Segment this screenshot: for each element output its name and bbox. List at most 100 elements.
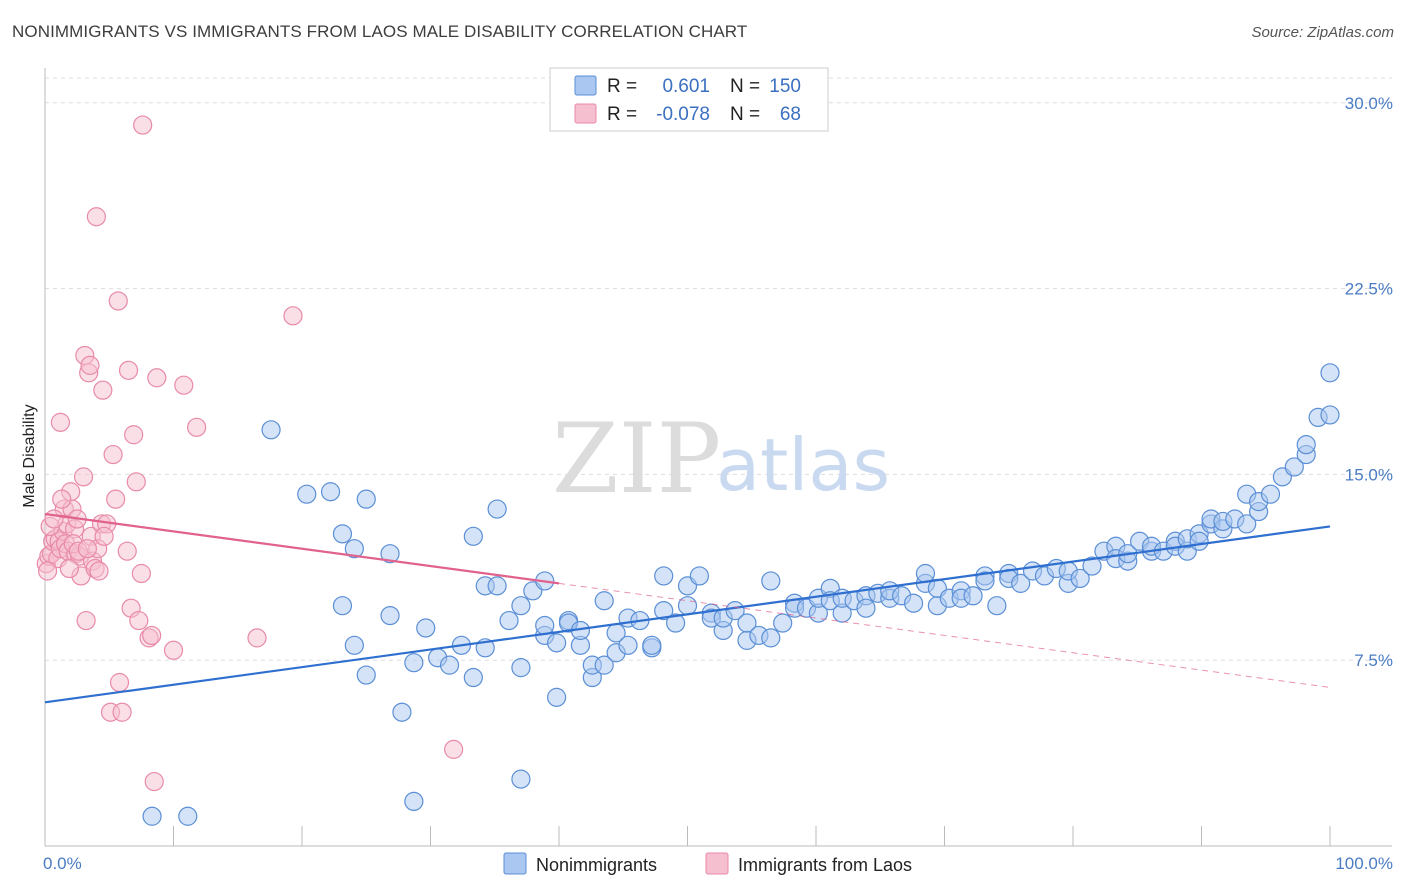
point-nonimmigrants [856,598,876,618]
bottom-legend-swatch-immigrants-from-laos [705,852,729,875]
point-nonimmigrants [344,539,364,559]
point-immigrants-from-laos [109,672,130,693]
point-immigrants-from-laos [444,739,464,759]
point-nonimmigrants [356,489,376,509]
point-immigrants-from-laos [94,526,114,546]
point-nonimmigrants [511,769,531,789]
watermark-atlas: atlas [716,423,890,507]
point-nonimmigrants [987,596,1007,616]
trend-lines [44,512,1331,704]
point-nonimmigrants [1260,484,1281,504]
point-immigrants-from-laos [73,467,94,487]
point-nonimmigrants [666,613,686,633]
point-immigrants-from-laos [247,628,267,648]
point-nonimmigrants [1082,556,1102,576]
point-immigrants-from-laos [86,207,107,227]
point-immigrants-from-laos [93,380,113,400]
point-nonimmigrants [1296,435,1316,455]
point-immigrants-from-laos [80,355,100,375]
point-nonimmigrants [297,484,317,504]
point-immigrants-from-laos [76,610,96,631]
point-nonimmigrants [1320,363,1340,383]
y-tick-label: 7.5% [1354,651,1393,670]
point-nonimmigrants [761,628,781,648]
point-immigrants-from-laos [144,771,164,792]
point-nonimmigrants [1320,405,1340,425]
point-immigrants-from-laos [117,541,137,561]
point-immigrants-from-laos [106,489,126,509]
legend-r-label: R = [607,76,637,97]
point-immigrants-from-laos [187,417,207,437]
axes [44,68,1392,847]
point-nonimmigrants [642,635,662,655]
point-nonimmigrants [963,586,983,606]
source-label: Source: ZipAtlas.com [1251,24,1394,41]
point-nonimmigrants [261,420,281,440]
point-nonimmigrants [416,618,436,638]
series-immigrants-from-laos [36,115,464,792]
point-immigrants-from-laos [163,640,184,660]
point-nonimmigrants [737,613,757,633]
point-nonimmigrants [761,571,781,591]
point-nonimmigrants [1237,514,1257,534]
point-nonimmigrants [487,499,507,519]
trend-line-immigrants-from-laos [44,512,560,585]
point-nonimmigrants [654,601,674,621]
point-nonimmigrants [178,806,198,826]
point-immigrants-from-laos [44,509,64,529]
point-immigrants-from-laos [77,539,98,559]
point-immigrants-from-laos [147,368,167,388]
point-nonimmigrants [903,593,924,613]
point-nonimmigrants [975,571,995,591]
bottom-legend-swatch-nonimmigrants [503,852,527,875]
point-nonimmigrants [344,635,364,655]
legend-r-value: 0.601 [662,76,710,97]
point-nonimmigrants [535,615,555,636]
point-nonimmigrants [320,482,341,502]
point-nonimmigrants [463,667,483,688]
watermark-zip: ZIP [552,403,721,515]
point-immigrants-from-laos [112,702,132,722]
point-nonimmigrants [463,526,483,546]
point-immigrants-from-laos [142,625,162,646]
point-immigrants-from-laos [131,563,151,584]
point-nonimmigrants [594,655,614,675]
point-immigrants-from-laos [108,291,128,311]
legend-swatch-nonimmigrants [574,75,597,96]
point-nonimmigrants [511,658,531,678]
legend-n-value: 68 [780,104,801,125]
point-immigrants-from-laos [126,472,146,492]
point-nonimmigrants [547,633,567,653]
legend-swatch-immigrants-from-laos [574,103,597,124]
series-legend: Nonimmigrants Immigrants from Laos [503,852,912,875]
tick-labels: 7.5% 15.0% 22.5% 30.0% 0.0% 100.0% [43,94,1393,873]
point-nonimmigrants [1284,457,1304,477]
legend-n-label: N = [730,104,760,125]
point-nonimmigrants [1011,573,1031,593]
point-nonimmigrants [142,806,162,826]
point-nonimmigrants [915,563,936,584]
x-tick-label: 0.0% [43,854,82,873]
correlation-legend: R = 0.601 N = 150 R = -0.078 N = 68 [549,67,829,132]
y-tick-label: 22.5% [1345,280,1393,299]
point-nonimmigrants [594,591,614,611]
point-nonimmigrants [773,613,793,633]
point-nonimmigrants [380,544,400,564]
point-nonimmigrants [439,655,460,675]
point-immigrants-from-laos [129,610,149,631]
watermark: ZIP atlas [552,403,890,515]
point-nonimmigrants [547,687,567,707]
y-tick-label: 15.0% [1345,465,1393,484]
point-immigrants-from-laos [89,561,109,581]
point-immigrants-from-laos [59,558,80,579]
legend-n-label: N = [730,76,760,97]
point-nonimmigrants [332,596,353,616]
legend-r-value: -0.078 [656,104,710,125]
point-nonimmigrants [618,635,638,655]
legend-r-label: R = [607,104,637,125]
bottom-legend-immigrants-from-laos: Immigrants from Laos [738,855,912,875]
point-immigrants-from-laos [37,561,58,581]
series-nonimmigrants [142,363,1340,826]
point-immigrants-from-laos [103,444,123,465]
